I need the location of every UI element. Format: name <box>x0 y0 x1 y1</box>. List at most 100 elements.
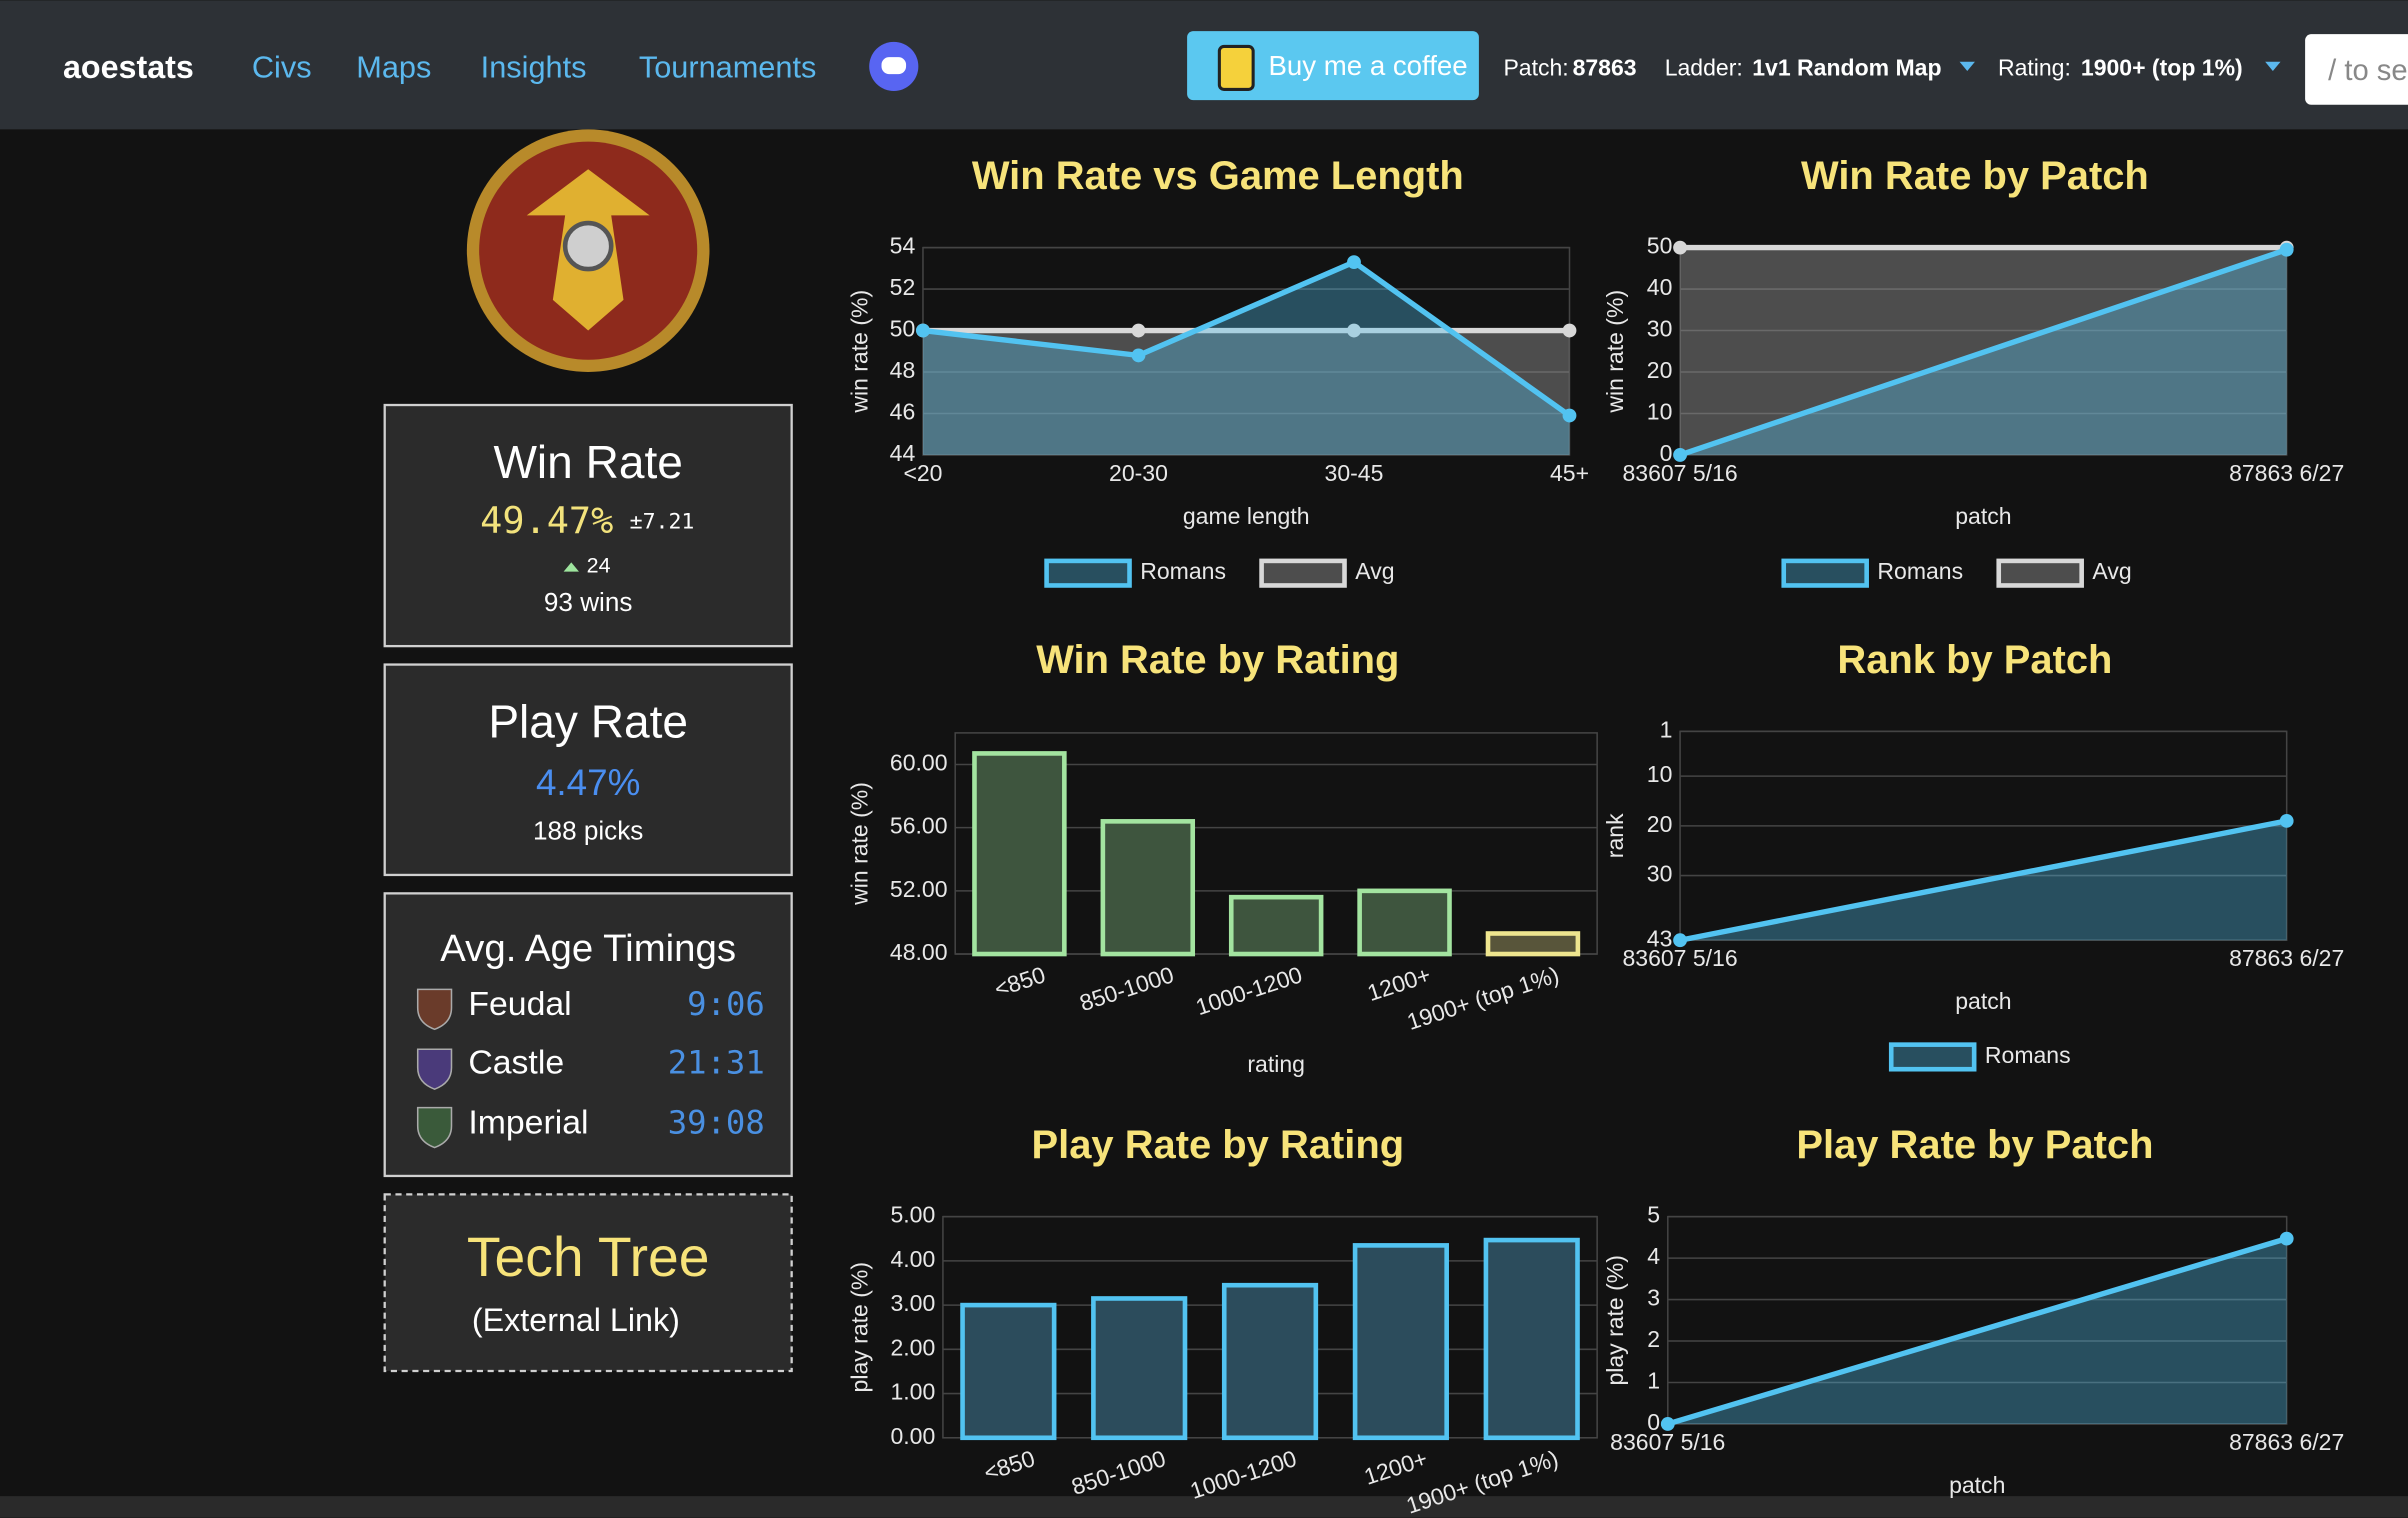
nav-link[interactable]: Maps <box>356 50 431 85</box>
search-box[interactable] <box>2305 34 2408 105</box>
y-tick-label: 44 <box>890 440 916 466</box>
legend-swatch <box>1259 558 1347 588</box>
x-tick-label: 45+ <box>1550 460 1589 486</box>
dropdown-caret <box>1959 61 1975 71</box>
y-tick-label: 10 <box>1647 761 1673 787</box>
x-tick-label: 20-30 <box>1109 460 1168 486</box>
chart-title: Play Rate by Rating <box>1032 1123 1405 1167</box>
y-axis-label: win rate (%) <box>847 782 873 906</box>
play-rate-value: 4.47% <box>536 762 640 803</box>
taskbar-edge <box>0 1496 2408 1518</box>
chart-title: Win Rate vs Game Length <box>972 154 1464 198</box>
ladder-label: Ladder: <box>1665 55 1743 81</box>
wins: 93 wins <box>544 587 632 617</box>
bar <box>1100 819 1196 957</box>
bar <box>972 751 1067 957</box>
bar <box>1091 1296 1188 1441</box>
chart: Win Rate vs Game Length win rate (%) game … <box>847 154 1589 588</box>
card-title: Avg. Age Timings <box>440 927 736 970</box>
y-axis-label: win rate (%) <box>847 290 873 414</box>
y-tick-label: 0 <box>1647 1409 1660 1435</box>
area <box>922 262 1570 455</box>
age-time: 39:08 <box>668 1104 765 1142</box>
y-tick-label: 48 <box>890 357 916 383</box>
coffee-label[interactable]: Buy me a coffee <box>1269 50 1468 81</box>
y-tick-label: 60.00 <box>890 750 948 776</box>
y-tick-label: 54 <box>890 233 916 259</box>
point <box>2279 813 2294 828</box>
tech-tree-title[interactable]: Tech Tree <box>467 1226 710 1288</box>
y-tick-label: 4.00 <box>890 1246 935 1272</box>
chart-title: Win Rate by Patch <box>1801 154 2149 198</box>
age-name: Feudal <box>468 985 571 1023</box>
y-tick-label: 52 <box>890 274 916 300</box>
legend-swatch <box>1044 558 1132 588</box>
rating-label: Rating: <box>1998 55 2071 81</box>
point <box>1131 323 1146 338</box>
y-tick-label: 50 <box>1647 233 1673 259</box>
point <box>1673 240 1687 255</box>
y-tick-label: 4 <box>1647 1243 1660 1269</box>
legend-swatch <box>1781 558 1869 588</box>
play-rate-card <box>383 663 793 877</box>
bar <box>1228 894 1324 957</box>
y-axis-label: win rate (%) <box>1602 290 1628 414</box>
coffee-button[interactable] <box>1187 31 1479 101</box>
y-tick-label: 5 <box>1647 1202 1660 1228</box>
x-axis-label: patch <box>1949 1472 2005 1498</box>
x-tick-label: 83607 5/16 <box>1622 945 1737 971</box>
x-tick-label: 87863 6/27 <box>2229 1429 2344 1455</box>
area <box>1667 1238 2287 1424</box>
y-tick-label: 43 <box>1647 925 1673 951</box>
point <box>1660 1417 1675 1431</box>
x-tick-label: 83607 5/16 <box>1622 460 1737 486</box>
y-tick-label: 46 <box>890 399 916 425</box>
y-axis-label: rank <box>1602 813 1628 858</box>
y-tick-label: 20 <box>1647 357 1673 383</box>
point <box>1673 448 1687 462</box>
card-title: Play Rate <box>488 695 688 747</box>
point <box>1131 348 1146 363</box>
patch-label: Patch: <box>1503 55 1568 81</box>
x-tick-label: 30-45 <box>1325 460 1384 486</box>
tech-tree-card[interactable] <box>383 1193 793 1373</box>
win-rate-card <box>383 403 793 648</box>
search-placeholder[interactable]: / to se <box>2328 55 2407 87</box>
card-title: Win Rate <box>493 436 682 488</box>
legend-label: Avg <box>2092 558 2131 584</box>
chart: Win Rate by Patch win rate (%) patch 0 10 20 3… <box>1602 154 2344 588</box>
dropdown-caret <box>2265 61 2281 71</box>
y-axis-label: play rate (%) <box>847 1262 873 1392</box>
brand[interactable]: aoestats <box>63 49 194 85</box>
y-tick-label: 3 <box>1647 1285 1660 1311</box>
tech-tree-subtitle[interactable]: (External Link) <box>472 1302 680 1338</box>
chart-title: Rank by Patch <box>1837 638 2112 682</box>
age-time: 9:06 <box>687 985 765 1023</box>
point <box>916 323 930 338</box>
bar <box>1485 931 1581 957</box>
coffee-icon <box>1217 44 1255 91</box>
y-tick-label: 30 <box>1647 316 1673 342</box>
nav-link[interactable]: Insights <box>481 50 587 85</box>
age-icon <box>416 1106 453 1149</box>
patch-value: 87863 <box>1573 55 1637 81</box>
nav-link[interactable]: Civs <box>252 50 312 85</box>
ladder-select[interactable]: 1v1 Random Map <box>1752 55 1941 81</box>
point <box>1673 933 1687 948</box>
y-tick-label: 3.00 <box>890 1290 935 1316</box>
line <box>1679 818 2288 943</box>
nav-link[interactable]: Tournaments <box>639 50 817 85</box>
y-tick-label: 1 <box>1660 716 1673 742</box>
y-tick-label: 5.00 <box>890 1202 935 1228</box>
y-tick-label: 50 <box>890 316 916 342</box>
y-tick-label: 10 <box>1647 399 1673 425</box>
bar <box>960 1302 1057 1441</box>
rating-select[interactable]: 1900+ (top 1%) <box>2081 55 2243 81</box>
age-icons <box>416 988 453 1149</box>
age-timings-card <box>383 892 793 1178</box>
y-tick-label: 1 <box>1647 1368 1660 1394</box>
legend-swatch <box>1996 558 2084 588</box>
